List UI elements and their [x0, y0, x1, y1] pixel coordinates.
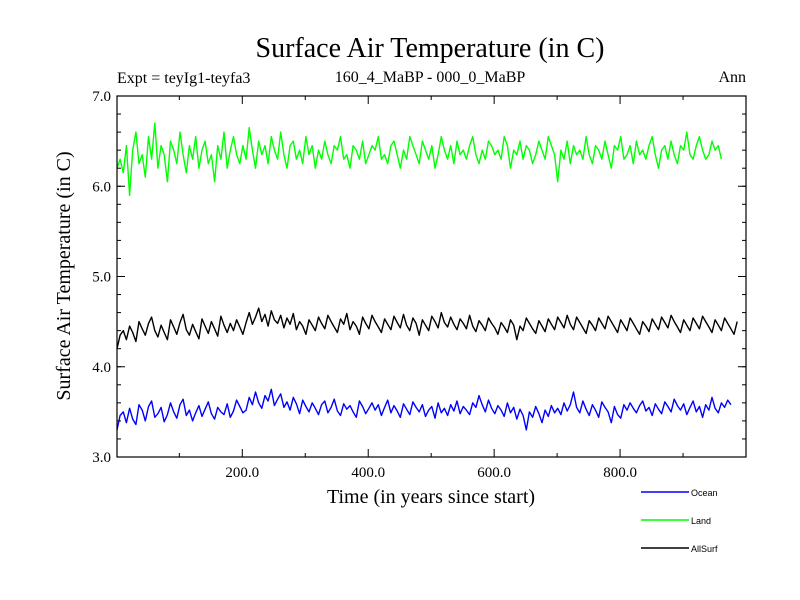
- x-tick-label: 400.0: [351, 465, 385, 481]
- axes-layer: 3.0 4.0 5.0 6.0 7.0 200.0 400.0 600.0 800.0: [92, 89, 746, 481]
- series-layer: [116, 122, 738, 431]
- legend-label-ocean: Ocean: [691, 488, 718, 498]
- plot-frame: [116, 95, 747, 458]
- legend: Ocean Land AllSurf: [641, 488, 718, 554]
- series-line-land: [116, 122, 723, 197]
- season-label: Ann: [718, 69, 746, 86]
- y-tick-label: 7.0: [92, 89, 111, 105]
- x-tick-label: 600.0: [477, 465, 511, 481]
- y-tick-label: 6.0: [92, 179, 111, 195]
- x-tick-label: 800.0: [603, 465, 637, 481]
- y-axis-label: Surface Air Temperature (in C): [53, 151, 75, 400]
- series-line-ocean: [116, 388, 732, 431]
- legend-label-land: Land: [691, 516, 711, 526]
- legend-label-allsurf: AllSurf: [691, 544, 718, 554]
- chart-title: Surface Air Temperature (in C): [256, 33, 605, 64]
- series-line-allsurf: [116, 307, 738, 349]
- x-tick-label: 200.0: [225, 465, 259, 481]
- y-tick-label: 3.0: [92, 450, 111, 466]
- experiment-label: Expt = teyIg1-teyfa3: [117, 70, 250, 87]
- x-axis-label: Time (in years since start): [327, 486, 535, 508]
- y-tick-label: 5.0: [92, 270, 111, 286]
- y-tick-label: 4.0: [92, 360, 111, 376]
- period-label: 160_4_MaBP - 000_0_MaBP: [335, 69, 526, 86]
